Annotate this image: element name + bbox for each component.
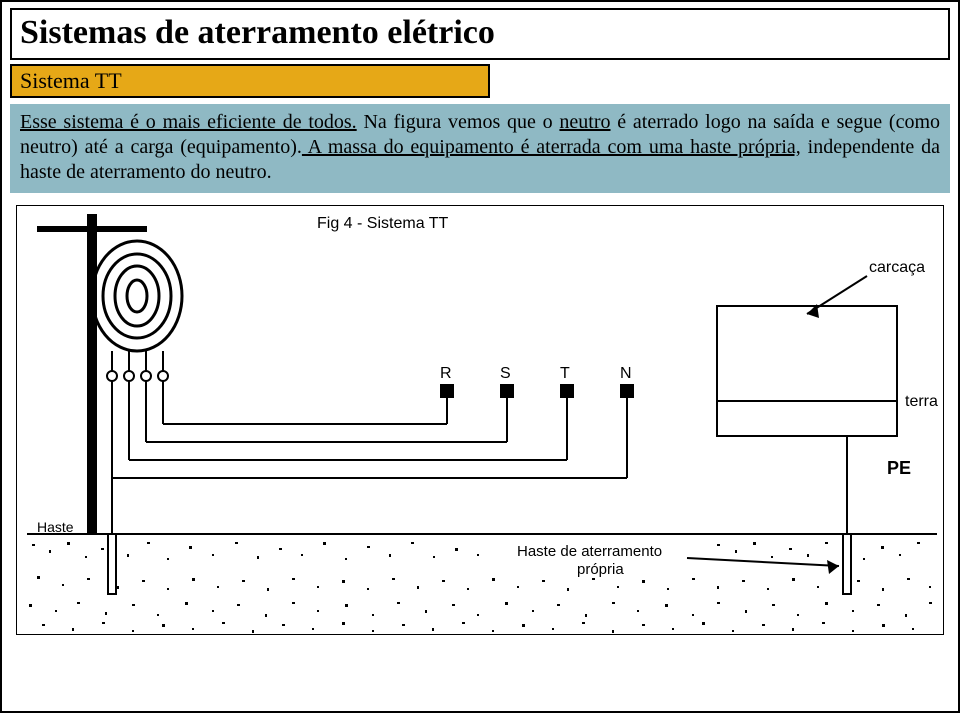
- label-haste: Haste: [37, 519, 74, 535]
- label-N: N: [620, 365, 632, 382]
- label-haste-propria-l1: Haste de aterramento: [517, 543, 662, 560]
- fig-caption: Fig 4 - Sistema TT: [317, 215, 449, 232]
- desc-s2a: Na figura vemos que o: [357, 111, 560, 133]
- label-T: T: [560, 365, 570, 382]
- label-haste-propria-l2: própria: [577, 561, 624, 578]
- label-PE: PE: [887, 458, 911, 478]
- label-carcaca: carcaça: [869, 259, 925, 276]
- label-terra: terra: [905, 393, 938, 410]
- description-box: Esse sistema é o mais eficiente de todos…: [10, 104, 950, 193]
- label-S: S: [500, 365, 511, 382]
- label-R: R: [440, 365, 452, 382]
- desc-s3u: A massa do equipamento é aterrada com um…: [302, 136, 801, 158]
- desc-lead: Esse sistema é o mais eficiente de todos…: [20, 111, 357, 133]
- page-title: Sistemas de aterramento elétrico: [10, 8, 950, 60]
- subtitle: Sistema TT: [10, 64, 490, 98]
- desc-s2u: neutro: [559, 111, 610, 133]
- figure-sistema-tt: Fig 4 - Sistema TT: [16, 205, 944, 635]
